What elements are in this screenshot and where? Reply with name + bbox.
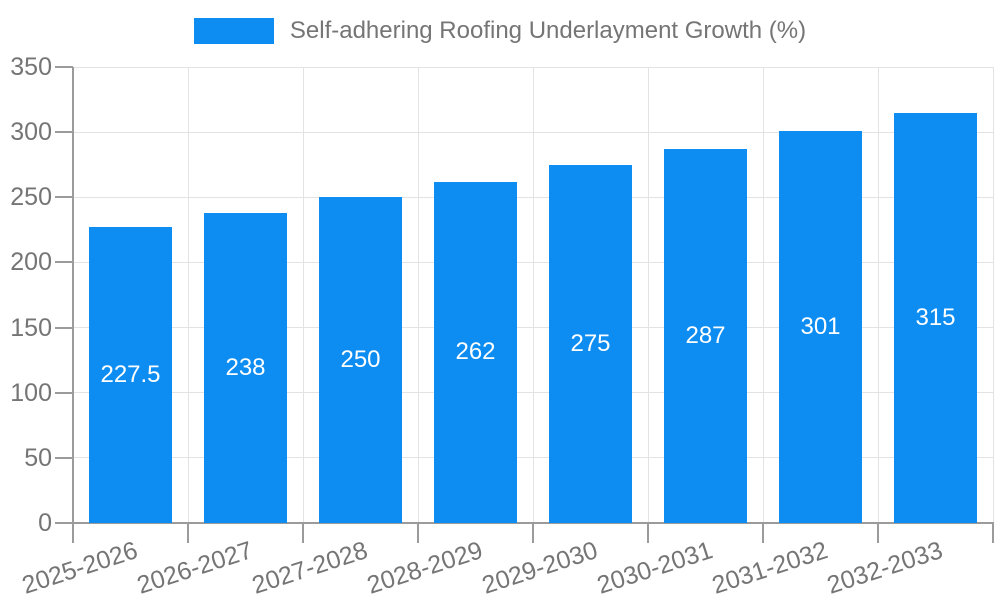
y-axis-label: 150 [10, 313, 52, 342]
y-axis-label: 0 [38, 509, 52, 537]
x-gridline [992, 67, 994, 523]
x-tick [877, 523, 879, 543]
bar[interactable] [433, 181, 518, 523]
x-tick [532, 523, 534, 543]
x-gridline [532, 67, 534, 523]
bar-value-label: 315 [915, 303, 956, 331]
y-axis-label: 250 [10, 183, 52, 212]
x-gridline [762, 67, 764, 523]
bar[interactable] [203, 212, 288, 523]
x-tick [992, 523, 994, 543]
bar[interactable] [778, 130, 863, 523]
bar-value-label: 250 [340, 346, 381, 374]
x-tick [72, 523, 74, 543]
y-axis-label: 100 [10, 378, 52, 407]
x-gridline [647, 67, 649, 523]
y-tick [55, 196, 73, 199]
y-tick [55, 261, 73, 264]
x-tick [762, 523, 764, 543]
legend-label: Self-adhering Roofing Underlayment Growt… [289, 17, 807, 44]
bar-value-label: 301 [800, 312, 841, 340]
bar[interactable] [548, 164, 633, 523]
x-tick [187, 523, 189, 543]
y-axis-label: 200 [10, 248, 52, 277]
y-tick [55, 522, 73, 524]
bar[interactable] [893, 112, 978, 523]
x-gridline [187, 67, 189, 523]
x-tick [647, 523, 649, 543]
bar[interactable] [88, 226, 173, 523]
y-axis-label: 350 [10, 53, 52, 81]
bar[interactable] [318, 197, 403, 523]
y-axis-line [72, 67, 74, 523]
x-gridline [877, 67, 879, 523]
bar-value-label: 287 [685, 322, 726, 350]
x-gridline [302, 67, 304, 523]
y-tick [55, 131, 73, 134]
y-axis-label: 50 [24, 443, 52, 472]
x-axis-line [72, 522, 994, 524]
x-gridline [417, 67, 419, 523]
y-axis-label: 300 [10, 118, 52, 147]
bar-value-label: 227.5 [100, 360, 161, 388]
y-tick [55, 456, 73, 459]
y-tick [55, 66, 73, 68]
x-tick [417, 523, 419, 543]
bar-value-label: 262 [455, 338, 496, 366]
y-tick [55, 391, 73, 394]
y-tick [55, 326, 73, 329]
legend-item[interactable]: Self-adhering Roofing Underlayment Growt… [0, 16, 1000, 46]
bar[interactable] [663, 149, 748, 523]
bar-value-label: 275 [570, 329, 611, 357]
bar-value-label: 238 [225, 353, 266, 381]
legend-swatch [193, 18, 274, 44]
x-tick [302, 523, 304, 543]
